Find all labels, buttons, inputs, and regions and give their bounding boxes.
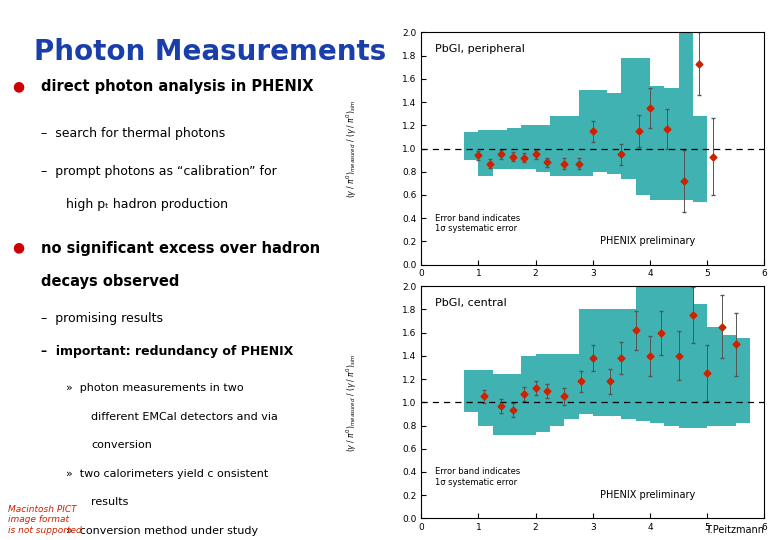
Text: PbGI, central: PbGI, central xyxy=(435,298,507,308)
Text: ●: ● xyxy=(12,241,24,255)
Text: Photon Measurements: Photon Measurements xyxy=(34,38,387,66)
Text: »  photon measurements in two: » photon measurements in two xyxy=(66,383,244,393)
Text: high pₜ hadron production: high pₜ hadron production xyxy=(66,198,228,211)
X-axis label: p$_T$ (GeV): p$_T$ (GeV) xyxy=(569,284,617,298)
Text: Error band indicates
1σ systematic error: Error band indicates 1σ systematic error xyxy=(435,467,520,487)
Text: –  prompt photons as “calibration” for: – prompt photons as “calibration” for xyxy=(41,165,277,178)
Text: ●: ● xyxy=(12,79,24,93)
Text: decays observed: decays observed xyxy=(41,274,179,289)
Text: results: results xyxy=(91,497,129,507)
Text: –  search for thermal photons: – search for thermal photons xyxy=(41,126,225,139)
Text: no significant excess over hadron: no significant excess over hadron xyxy=(41,241,321,255)
Text: Error band indicates
1σ systematic error: Error band indicates 1σ systematic error xyxy=(435,213,520,233)
X-axis label: p$_T$ (GeV): p$_T$ (GeV) xyxy=(569,538,617,540)
Text: »  conversion method under study: » conversion method under study xyxy=(66,526,258,536)
Text: PHENIX preliminary: PHENIX preliminary xyxy=(600,490,695,500)
Text: –  important: redundancy of PHENIX: – important: redundancy of PHENIX xyxy=(41,345,293,358)
Text: »  two calorimeters yield c onsistent: » two calorimeters yield c onsistent xyxy=(66,469,268,479)
Text: PbGI, peripheral: PbGI, peripheral xyxy=(435,44,525,54)
Text: conversion: conversion xyxy=(91,440,152,450)
Y-axis label: ($\gamma$ / $\pi^0$)$_{measured}$ / ($\gamma$ / $\pi^0$)$_{sim}$: ($\gamma$ / $\pi^0$)$_{measured}$ / ($\g… xyxy=(345,99,360,198)
Y-axis label: ($\gamma$ / $\pi^0$)$_{measured}$ / ($\gamma$ / $\pi^0$)$_{sim}$: ($\gamma$ / $\pi^0$)$_{measured}$ / ($\g… xyxy=(345,353,360,451)
Text: different EMCal detectors and via: different EMCal detectors and via xyxy=(91,411,278,422)
Text: –  promising results: – promising results xyxy=(41,312,163,325)
Text: direct photon analysis in PHENIX: direct photon analysis in PHENIX xyxy=(41,79,314,94)
Text: Macintosh PICT
image format
is not supported: Macintosh PICT image format is not suppo… xyxy=(8,505,82,535)
Text: PHENIX preliminary: PHENIX preliminary xyxy=(600,236,695,246)
Text: T.Peitzmann: T.Peitzmann xyxy=(705,524,764,535)
